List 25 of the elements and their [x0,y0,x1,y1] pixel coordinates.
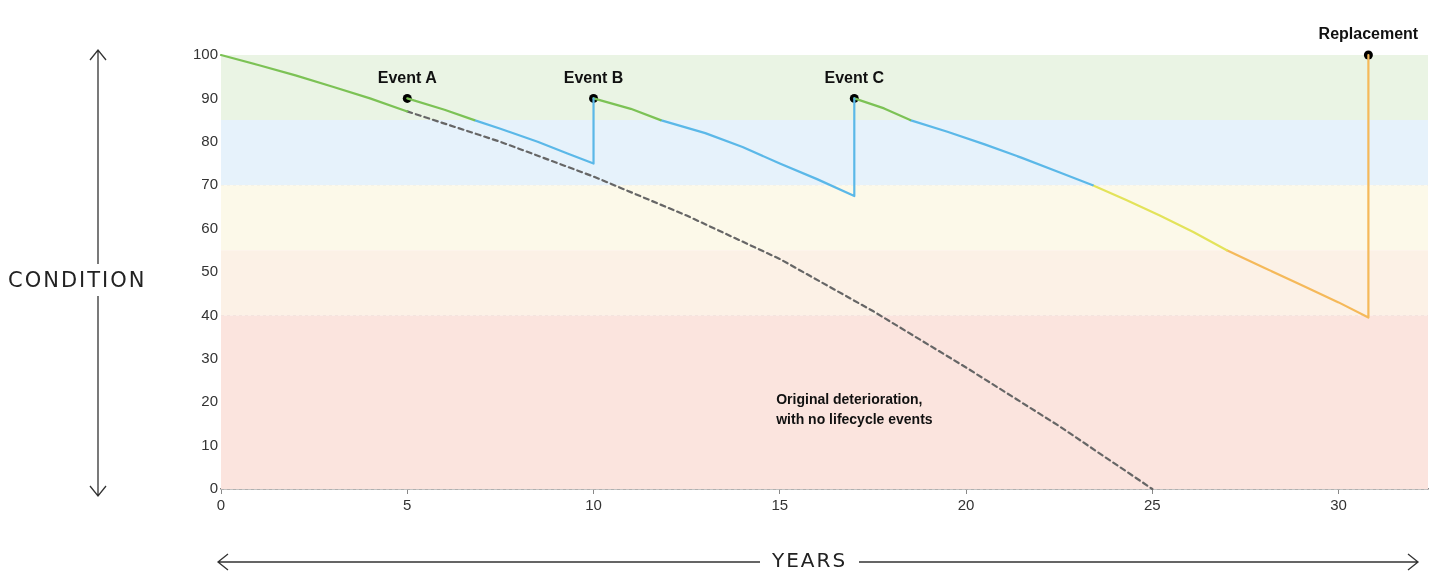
y-tick-label: 20 [201,392,218,410]
y-axis-title: CONDITION [8,264,147,296]
annotation: Replacement [1318,25,1419,43]
y-tick-label: 0 [209,479,218,497]
x-tick-label: 20 [957,496,975,514]
x-tick-label: 30 [1330,496,1347,514]
y-tick-label: 90 [201,88,218,106]
y-tick-label: 70 [201,175,218,193]
y-tick-label: 40 [201,305,218,323]
y-tick-label: 10 [201,435,218,453]
annotation: Event B [563,68,624,86]
x-tick-label: 10 [585,496,602,514]
y-tick-label: 30 [201,348,218,366]
x-tick-label: 25 [1143,496,1161,514]
line-series [406,110,1154,491]
y-tick-label: 50 [201,262,218,280]
x-tick-label: 15 [771,496,789,514]
annotation: Event A [377,68,438,86]
y-tick-label: 80 [201,131,218,149]
x-axis-title: YEARS [760,548,860,572]
y-tick-label: 60 [201,218,218,236]
y-tick-label: 100 [192,45,218,63]
annotation: Original deterioration, with no lifecycle events [775,391,933,428]
annotation: Event C [824,68,885,86]
x-tick-label: 5 [403,496,412,514]
